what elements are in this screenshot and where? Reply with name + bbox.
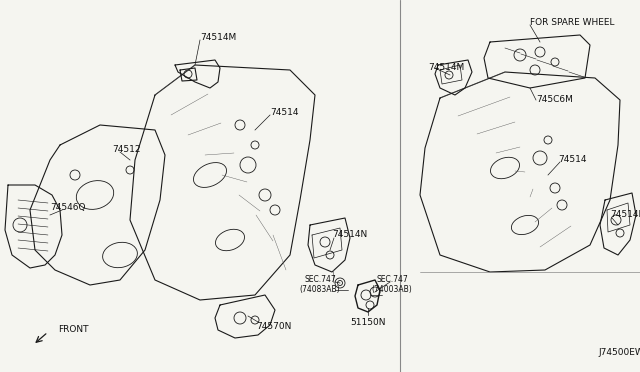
Text: FOR SPARE WHEEL: FOR SPARE WHEEL xyxy=(530,18,614,27)
Text: 74512: 74512 xyxy=(112,145,141,154)
Text: FRONT: FRONT xyxy=(58,325,88,334)
Text: SEC.747
(74083AB): SEC.747 (74083AB) xyxy=(300,275,340,294)
Text: 74514N: 74514N xyxy=(610,210,640,219)
Text: 74514M: 74514M xyxy=(428,63,464,72)
Text: 74570N: 74570N xyxy=(256,322,291,331)
Text: 74514: 74514 xyxy=(270,108,298,117)
Text: 74514: 74514 xyxy=(558,155,586,164)
Text: 74514M: 74514M xyxy=(200,33,236,42)
Text: 74546Q: 74546Q xyxy=(50,203,86,212)
Text: J74500EW: J74500EW xyxy=(598,348,640,357)
Text: SEC.747
(74003AB): SEC.747 (74003AB) xyxy=(372,275,412,294)
Text: 51150N: 51150N xyxy=(350,318,386,327)
Text: 745C6M: 745C6M xyxy=(536,95,573,104)
Text: 74514N: 74514N xyxy=(332,230,367,239)
